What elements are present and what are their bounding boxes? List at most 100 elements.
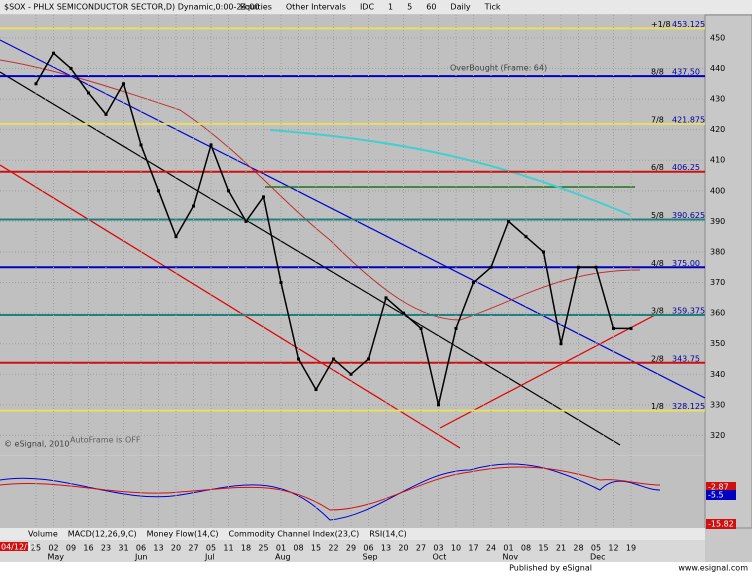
y-tick-label: 440 (710, 64, 725, 73)
tab-bar (0, 528, 705, 540)
y-tick-label: 410 (710, 156, 725, 165)
date-box (0, 542, 28, 551)
x-tick-label: 01 (276, 544, 286, 553)
month-label: Oct (433, 553, 447, 562)
x-tick-label: 20 (171, 544, 181, 553)
close-marker (367, 357, 370, 361)
level-label: 328.125 (672, 402, 705, 411)
close-marker (157, 189, 160, 193)
toolbar-button[interactable]: Equities (240, 3, 272, 12)
close-marker (139, 143, 143, 147)
toolbar-button[interactable]: IDC (360, 3, 375, 12)
x-tick-label: 13 (153, 544, 163, 553)
annotation: © eSignal, 2010 (4, 440, 69, 449)
close-marker (507, 219, 510, 223)
level-label: 375.00 (672, 259, 700, 268)
level-label: 453.125 (672, 20, 705, 29)
close-marker (332, 357, 335, 361)
y-tick-label: 340 (710, 370, 725, 379)
close-marker (279, 281, 283, 285)
x-tick-label: 31 (118, 544, 128, 553)
y-tick-label: 320 (710, 431, 725, 440)
level-name: 5/8 (651, 211, 664, 220)
x-tick-label: 28 (573, 544, 583, 553)
close-marker (612, 326, 615, 330)
close-marker (594, 265, 598, 269)
x-tick-label: 27 (416, 544, 426, 553)
osc-label: -5.5 (708, 491, 724, 500)
toolbar-button[interactable]: Tick (484, 3, 501, 12)
close-marker (419, 326, 423, 330)
x-tick-label: 05 (591, 544, 601, 553)
y-tick-label: 400 (710, 186, 725, 195)
level-name: 8/8 (651, 68, 664, 77)
x-tick-label: 09 (66, 544, 76, 553)
close-marker (69, 67, 73, 71)
toolbar-button[interactable]: Daily (450, 3, 471, 12)
x-tick-label: 15 (538, 544, 548, 553)
close-marker (402, 311, 405, 315)
close-marker (349, 372, 353, 376)
toolbar-button[interactable]: 1 (388, 3, 393, 12)
level-label: 359.375 (672, 307, 705, 316)
x-tick-label: 25 (258, 544, 268, 553)
y-tick-label: 370 (710, 278, 725, 287)
month-label: Sep (363, 553, 378, 562)
close-marker (192, 204, 195, 208)
close-marker (262, 195, 265, 199)
tab[interactable]: MACD(12,26,9,C) (68, 530, 137, 539)
close-marker (174, 235, 178, 239)
close-marker (297, 357, 300, 361)
level-name: +1/8 (651, 20, 671, 29)
x-tick-label: 24 (486, 544, 496, 553)
annotation: AutoFrame is OFF (70, 436, 141, 445)
x-tick-label: 18 (241, 544, 251, 553)
y-tick-label: 430 (710, 95, 725, 104)
close-marker (577, 265, 580, 269)
osc-label: -15.82 (708, 520, 734, 529)
close-marker (34, 82, 38, 86)
trend-line (0, 164, 461, 449)
oscillator-panel (0, 456, 705, 528)
level-name: 4/8 (651, 259, 664, 268)
month-label: May (48, 553, 65, 562)
tab[interactable]: RSI(14,C) (369, 530, 407, 539)
toolbar-button[interactable]: 5 (407, 3, 412, 12)
close-marker (227, 189, 230, 193)
x-tick-label: 22 (328, 544, 338, 553)
tab[interactable]: Volume (28, 530, 58, 539)
toolbar-button[interactable]: Other Intervals (286, 3, 346, 12)
x-tick-label: 15 (311, 544, 321, 553)
x-tick-label: 06 (136, 544, 146, 553)
tab[interactable]: Commodity Channel Index(23,C) (229, 530, 360, 539)
x-tick-label: 25 (31, 544, 41, 553)
x-tick-label: 12 (608, 544, 618, 553)
y-tick-label: 380 (710, 247, 725, 256)
x-tick-label: 17 (468, 544, 478, 553)
level-label: 421.875 (672, 115, 705, 124)
toolbar (0, 0, 752, 14)
osc-label-box (706, 490, 736, 500)
x-tick-label: 01 (503, 544, 513, 553)
y-axis-panel (704, 14, 752, 529)
tab[interactable]: Money Flow(14,C) (147, 530, 219, 539)
toolbar-button[interactable]: 60 (426, 3, 436, 12)
close-marker (384, 296, 388, 300)
annotation: OverBought (Frame: 64) (450, 64, 547, 73)
level-label: 406.25 (672, 163, 700, 172)
x-tick-label: 23 (101, 544, 111, 553)
level-name: 7/8 (651, 115, 664, 124)
close-marker (52, 51, 55, 55)
y-tick-label: 350 (710, 339, 725, 348)
level-label: 437.50 (672, 68, 700, 77)
month-label: Jul (204, 553, 215, 562)
x-tick-label: 08 (293, 544, 303, 553)
close-marker (472, 281, 475, 285)
month-label: Dec (590, 553, 605, 562)
footer (0, 562, 752, 575)
x-tick-label: 11 (223, 544, 233, 553)
x-axis-panel (0, 540, 705, 562)
close-marker (559, 342, 563, 346)
moving-average (269, 129, 631, 216)
y-tick-label: 330 (710, 400, 725, 409)
